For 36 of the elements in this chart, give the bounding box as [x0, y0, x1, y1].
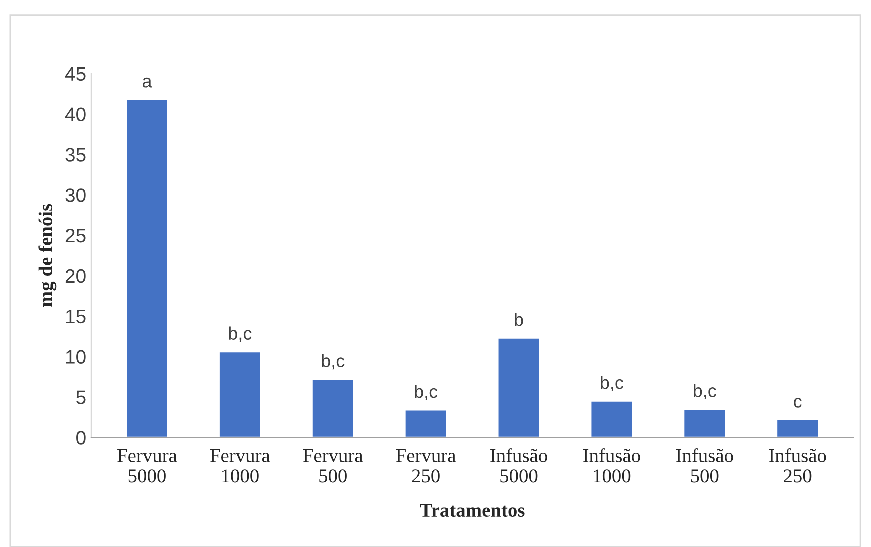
x-tick-label: Fervura 500	[303, 449, 364, 483]
y-tick-label: 40	[65, 108, 86, 122]
y-tick-label: 35	[66, 148, 86, 162]
y-tick-label: 45	[65, 68, 86, 82]
x-tick-label: Fervura 5000	[118, 449, 178, 483]
y-tick-label: 5	[76, 390, 86, 404]
x-tick-label: Fervura 1000	[210, 449, 270, 483]
annotation: b,c	[601, 376, 624, 392]
bar	[590, 400, 634, 438]
annotation: c	[794, 398, 802, 408]
annotation: b	[515, 313, 524, 326]
annotation: b,c	[229, 326, 252, 342]
bar	[497, 337, 541, 438]
y-axis-title: mg de fenóis	[38, 204, 57, 308]
bar	[311, 378, 355, 438]
x-tick-label: Infusão 5000	[490, 448, 548, 483]
y-tick-label: 0	[76, 431, 86, 445]
x-tick-label: Infusão 500	[676, 448, 734, 483]
x-tick-label: Infusão 1000	[583, 448, 640, 483]
y-tick-label: 25	[66, 228, 86, 243]
x-tick-label: Fervura 250	[396, 449, 456, 483]
bar	[218, 351, 262, 438]
annotation: b,c	[322, 354, 345, 370]
annotation: b,c	[694, 384, 716, 400]
annotation: b,c	[415, 384, 438, 400]
y-tick-label: 10	[66, 350, 86, 364]
y-tick-label: 30	[66, 188, 86, 202]
bar	[404, 409, 448, 438]
bar	[126, 99, 169, 438]
bar	[683, 408, 726, 438]
x-axis-title: Tratamentos	[420, 504, 525, 518]
y-tick-label: 20	[66, 269, 86, 284]
y-tick-label: 15	[66, 310, 86, 324]
annotation: a	[142, 78, 152, 88]
bar	[776, 419, 820, 438]
x-tick-label: Infusão 250	[769, 448, 826, 483]
